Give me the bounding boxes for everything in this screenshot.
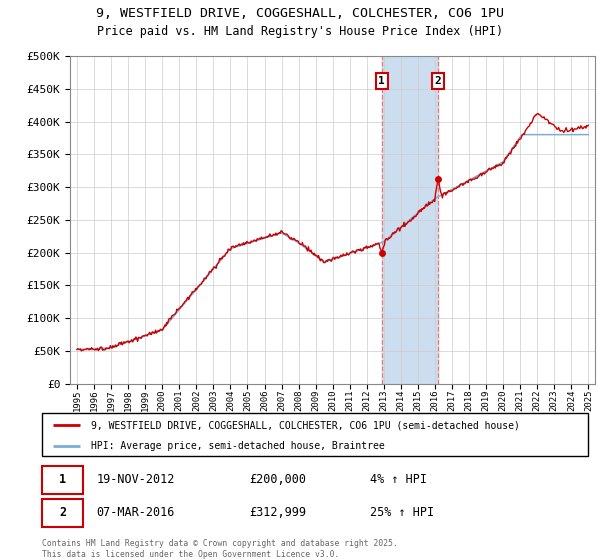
Text: 2: 2 [59, 506, 66, 519]
Text: £200,000: £200,000 [250, 473, 307, 487]
Text: 9, WESTFIELD DRIVE, COGGESHALL, COLCHESTER, CO6 1PU: 9, WESTFIELD DRIVE, COGGESHALL, COLCHEST… [96, 7, 504, 20]
Text: £312,999: £312,999 [250, 506, 307, 519]
Text: 2: 2 [434, 76, 441, 86]
Bar [382, 56, 438, 384]
Text: 25% ↑ HPI: 25% ↑ HPI [370, 506, 434, 519]
Text: Contains HM Land Registry data © Crown copyright and database right 2025.
This d: Contains HM Land Registry data © Crown c… [42, 539, 398, 559]
Text: HPI: Average price, semi-detached house, Braintree: HPI: Average price, semi-detached house,… [91, 441, 385, 451]
Text: 19-NOV-2012: 19-NOV-2012 [97, 473, 175, 487]
FancyBboxPatch shape [42, 466, 83, 494]
Text: 1: 1 [379, 76, 385, 86]
FancyBboxPatch shape [42, 499, 83, 527]
Text: 1: 1 [59, 473, 66, 487]
Text: 4% ↑ HPI: 4% ↑ HPI [370, 473, 427, 487]
Text: 07-MAR-2016: 07-MAR-2016 [97, 506, 175, 519]
Text: 9, WESTFIELD DRIVE, COGGESHALL, COLCHESTER, CO6 1PU (semi-detached house): 9, WESTFIELD DRIVE, COGGESHALL, COLCHEST… [91, 421, 520, 430]
Text: Price paid vs. HM Land Registry's House Price Index (HPI): Price paid vs. HM Land Registry's House … [97, 25, 503, 38]
